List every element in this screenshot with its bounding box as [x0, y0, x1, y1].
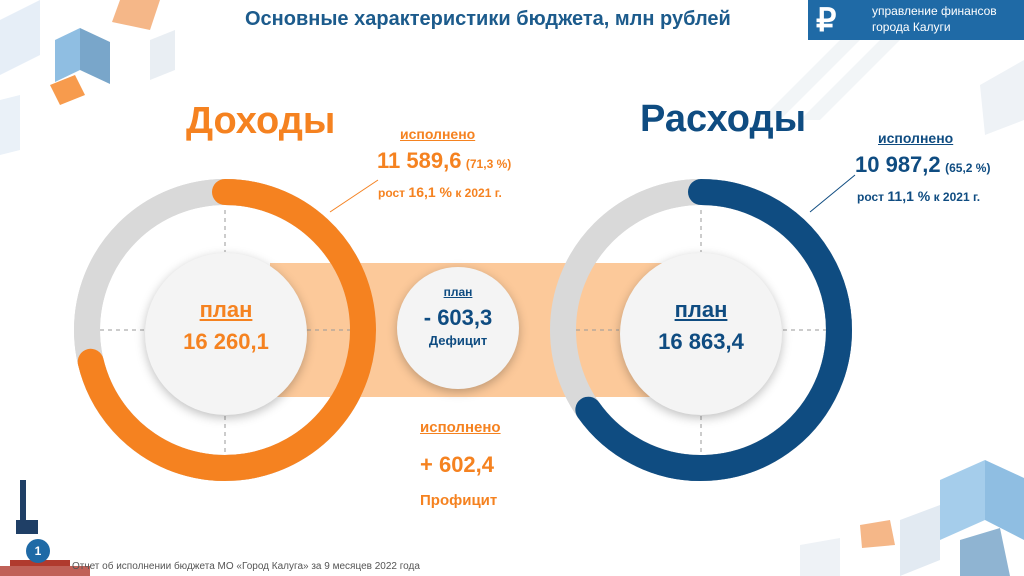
- deficit-label: Дефицит: [428, 333, 488, 348]
- expenses-leader-line: [809, 174, 856, 213]
- ruble-icon: ₽: [816, 2, 837, 38]
- income-growth-value: 16,1 %: [408, 184, 452, 200]
- income-heading: Доходы: [186, 100, 336, 142]
- income-executed-label: исполнено: [400, 126, 476, 142]
- expenses-plan-value: 16 863,4: [658, 329, 744, 354]
- logo-line-1: управление финансов: [872, 4, 997, 18]
- logo-line-2: города Калуги: [872, 20, 951, 34]
- decor-cubes-left: [0, 0, 175, 155]
- income-executed-percent: (71,3 %): [465, 157, 512, 171]
- expenses-executed-label: исполнено: [878, 130, 954, 146]
- income-plan-disc: план 16 260,1: [145, 253, 307, 415]
- income-plan-value: 16 260,1: [183, 329, 269, 354]
- page-number-badge: 1: [26, 539, 50, 563]
- logo-text: управление финансов города Калуги: [872, 3, 1022, 35]
- surplus-value: + 602,4: [420, 452, 495, 477]
- expenses-executed: 10 987,2 (65,2 %): [855, 152, 990, 178]
- footer-text: Отчет об исполнении бюджета МО «Город Ка…: [72, 561, 420, 572]
- income-growth-prefix: рост: [378, 186, 406, 200]
- surplus-executed-label: исполнено: [420, 419, 501, 436]
- income-growth: рост 16,1 % к 2021 г.: [378, 184, 502, 200]
- expenses-growth-prefix: рост: [857, 190, 885, 204]
- logo: ₽ управление финансов города Калуги: [808, 0, 1024, 40]
- surplus-label: Профицит: [420, 492, 498, 509]
- income-growth-suffix: к 2021 г.: [455, 186, 502, 200]
- monument-icon: [0, 480, 90, 576]
- income-executed-value: 11 589,6: [377, 148, 462, 173]
- deficit-plan-label: план: [443, 285, 473, 299]
- expenses-heading: Расходы: [640, 98, 807, 140]
- expenses-plan-disc: план 16 863,4: [620, 253, 782, 415]
- expenses-growth-value: 11,1 %: [887, 188, 931, 204]
- income-leader-line: [329, 179, 379, 213]
- deficit-value: - 603,3: [423, 305, 493, 330]
- expenses-growth-suffix: к 2021 г.: [933, 190, 981, 204]
- expenses-executed-value: 10 987,2: [855, 152, 941, 177]
- deficit-disc: план - 603,3 Дефицит: [397, 267, 519, 389]
- page-title: Основные характеристики бюджета, млн руб…: [245, 8, 731, 30]
- expenses-plan-label: план: [674, 297, 728, 322]
- income-plan-label: план: [199, 297, 253, 322]
- income-executed: 11 589,6 (71,3 %): [377, 148, 511, 174]
- expenses-growth: рост 11,1 % к 2021 г.: [857, 188, 980, 204]
- expenses-executed-percent: (65,2 %): [945, 161, 991, 175]
- decor-cubes-right: [800, 60, 1024, 576]
